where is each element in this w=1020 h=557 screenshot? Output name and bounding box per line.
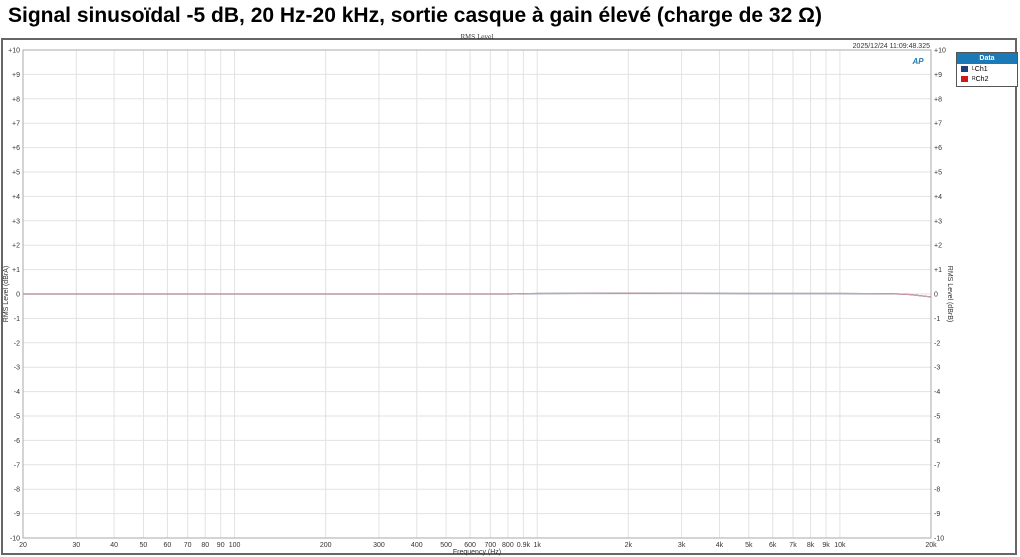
y-tick-label-right: +7 bbox=[934, 121, 942, 128]
x-tick-label: 20 bbox=[19, 542, 27, 549]
x-tick-label: 300 bbox=[373, 542, 385, 549]
y-tick-label: -5 bbox=[14, 414, 20, 421]
y-tick-label: +4 bbox=[12, 194, 20, 201]
series-line-ch2 bbox=[23, 292, 932, 298]
y-tick-label-right: -10 bbox=[934, 536, 944, 543]
x-tick-label: 30 bbox=[72, 542, 80, 549]
x-tick-label: 3k bbox=[678, 542, 686, 549]
x-tick-label: 50 bbox=[140, 542, 148, 549]
x-tick-label: 5k bbox=[745, 542, 753, 549]
y-tick-label: -2 bbox=[14, 340, 20, 347]
y-tick-label: 0 bbox=[16, 292, 20, 299]
y-tick-label-right: -5 bbox=[934, 414, 940, 421]
y-tick-label-right: +4 bbox=[934, 194, 942, 201]
y-tick-label: +1 bbox=[12, 267, 20, 274]
y-tick-label: +3 bbox=[12, 218, 20, 225]
y-tick-label: +8 bbox=[12, 96, 20, 103]
y-tick-label: -1 bbox=[14, 316, 20, 323]
legend-title: Data bbox=[957, 53, 1017, 64]
page-title: Signal sinusoïdal -5 dB, 20 Hz-20 kHz, s… bbox=[8, 4, 822, 27]
x-tick-label: 500 bbox=[440, 542, 452, 549]
chart-title: RMS Level bbox=[460, 34, 493, 41]
y-tick-label-right: +10 bbox=[934, 48, 946, 55]
y-tick-label-right: -6 bbox=[934, 438, 940, 445]
x-tick-label: 200 bbox=[320, 542, 332, 549]
y-tick-label: +5 bbox=[12, 170, 20, 177]
y-tick-label-right: -4 bbox=[934, 389, 940, 396]
y-tick-label-right: 0 bbox=[934, 292, 938, 299]
y-axis-label: RMS Level (dBrA) bbox=[3, 266, 10, 322]
y-tick-label-right: -7 bbox=[934, 462, 940, 469]
x-tick-label: 80 bbox=[201, 542, 209, 549]
x-tick-label: 2k bbox=[625, 542, 633, 549]
x-tick-label: 90 bbox=[217, 542, 225, 549]
y-tick-label: +9 bbox=[12, 72, 20, 79]
y-tick-label: -9 bbox=[14, 511, 20, 518]
x-tick-label: 1k bbox=[534, 542, 542, 549]
x-tick-label: 700 bbox=[484, 542, 496, 549]
y-tick-label-right: -9 bbox=[934, 511, 940, 518]
y-tick-label-right: +9 bbox=[934, 72, 942, 79]
legend: Data L Ch1 R Ch2 bbox=[956, 52, 1018, 87]
x-tick-label: 9k bbox=[822, 542, 830, 549]
y-axis-label-right: RMS Level (dBrB) bbox=[946, 266, 953, 322]
legend-label: Ch1 bbox=[974, 65, 988, 73]
legend-prefix: L bbox=[972, 66, 975, 72]
legend-item-ch2: R Ch2 bbox=[957, 74, 1017, 84]
x-tick-label: 7k bbox=[789, 542, 797, 549]
y-tick-label-right: +6 bbox=[934, 145, 942, 152]
y-tick-label: -10 bbox=[10, 536, 20, 543]
y-tick-label-right: -3 bbox=[934, 365, 940, 372]
y-tick-label: -6 bbox=[14, 438, 20, 445]
y-tick-label: -8 bbox=[14, 487, 20, 494]
y-tick-label-right: +1 bbox=[934, 267, 942, 274]
legend-item-ch1: L Ch1 bbox=[957, 64, 1017, 74]
y-tick-label-right: -8 bbox=[934, 487, 940, 494]
x-tick-label: 20k bbox=[925, 542, 937, 549]
x-tick-label: 4k bbox=[716, 542, 724, 549]
y-tick-label-right: +3 bbox=[934, 218, 942, 225]
chart-frame bbox=[1, 38, 1017, 555]
x-tick-label: 70 bbox=[184, 542, 192, 549]
x-tick-label: 60 bbox=[164, 542, 172, 549]
x-axis-label: Frequency (Hz) bbox=[453, 549, 501, 556]
x-tick-label: 0.9k bbox=[517, 542, 531, 549]
legend-swatch bbox=[961, 66, 968, 72]
y-tick-label: +6 bbox=[12, 145, 20, 152]
y-tick-label: -7 bbox=[14, 462, 20, 469]
x-tick-label: 100 bbox=[229, 542, 241, 549]
x-tick-label: 6k bbox=[769, 542, 777, 549]
x-tick-label: 8k bbox=[807, 542, 815, 549]
x-tick-label: 400 bbox=[411, 542, 423, 549]
legend-prefix: R bbox=[972, 76, 976, 82]
y-tick-label: +10 bbox=[8, 48, 20, 55]
y-tick-label: -3 bbox=[14, 365, 20, 372]
y-tick-label-right: -1 bbox=[934, 316, 940, 323]
y-tick-label: -4 bbox=[14, 389, 20, 396]
y-tick-label-right: +8 bbox=[934, 96, 942, 103]
y-tick-label-right: +2 bbox=[934, 243, 942, 250]
x-tick-label: 600 bbox=[464, 542, 476, 549]
ap-logo: AP bbox=[911, 57, 924, 66]
x-tick-label: 40 bbox=[110, 542, 118, 549]
x-tick-label: 800 bbox=[502, 542, 514, 549]
y-tick-label-right: -2 bbox=[934, 340, 940, 347]
timestamp: 2025/12/24 11:09:48.325 bbox=[853, 43, 930, 50]
legend-swatch bbox=[961, 76, 968, 82]
y-tick-label-right: +5 bbox=[934, 170, 942, 177]
legend-label: Ch2 bbox=[975, 75, 989, 83]
y-tick-label: +2 bbox=[12, 243, 20, 250]
y-tick-label: +7 bbox=[12, 121, 20, 128]
x-tick-label: 10k bbox=[834, 542, 846, 549]
